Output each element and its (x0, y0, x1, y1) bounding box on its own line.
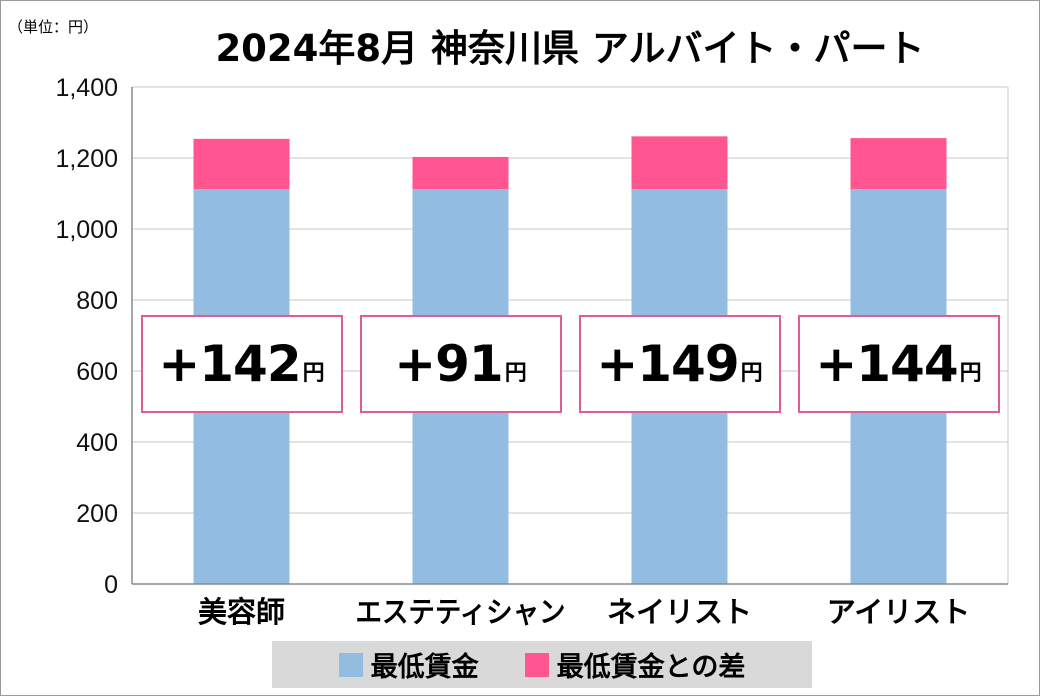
bar-diff (631, 136, 728, 190)
diff-annotation-box: +144 円 (797, 315, 1000, 413)
legend-swatch-diff (524, 652, 549, 677)
diff-annotation-box: +142 円 (140, 315, 343, 413)
chart-title: 2024年8月 神奈川県 アルバイト・パート (215, 27, 925, 70)
y-tick-label: 400 (76, 429, 118, 457)
legend-label-diff: 最低賃金との差 (556, 652, 746, 683)
diff-unit: 円 (959, 361, 982, 386)
diff-annotation-box: +91 円 (359, 315, 562, 413)
legend-item-diff: 最低賃金との差 (524, 645, 746, 684)
bar-diff (850, 138, 947, 190)
category-label: ネイリスト (607, 595, 752, 629)
category-label: 美容師 (198, 595, 285, 629)
y-tick-label: 1,200 (55, 145, 118, 173)
bar-diff (412, 156, 509, 190)
y-tick-label: 1,400 (55, 74, 118, 102)
y-tick-label: 800 (76, 287, 118, 315)
diff-value: +144 (815, 335, 958, 393)
diff-value: +91 (394, 335, 503, 393)
y-tick-labels: 0 200 400 600 800 1,000 1,200 1,400 (55, 74, 118, 599)
diff-unit: 円 (504, 361, 527, 386)
legend-swatch-min-wage (338, 652, 363, 677)
legend-item-min-wage: 最低賃金 (338, 645, 479, 684)
diff-unit: 円 (740, 361, 763, 386)
unit-label: （単位：円） (8, 18, 99, 36)
diff-unit: 円 (302, 361, 325, 386)
diff-value: +149 (596, 335, 739, 393)
diff-annotation-box: +149 円 (578, 315, 781, 413)
legend-label-min-wage: 最低賃金 (370, 652, 479, 683)
bar-diff (193, 138, 290, 190)
legend: 最低賃金 最低賃金との差 (272, 641, 812, 688)
category-label: アイリスト (827, 595, 971, 629)
category-label: エステティシャン (356, 595, 566, 629)
y-tick-label: 600 (76, 358, 118, 386)
axes (131, 86, 1009, 585)
y-tick-label: 0 (104, 571, 118, 599)
y-tick-label: 1,000 (55, 216, 118, 244)
category-labels: 美容師 エステティシャン ネイリスト アイリスト (198, 595, 970, 629)
diff-value: +142 (158, 335, 301, 393)
y-tick-label: 200 (76, 500, 118, 528)
